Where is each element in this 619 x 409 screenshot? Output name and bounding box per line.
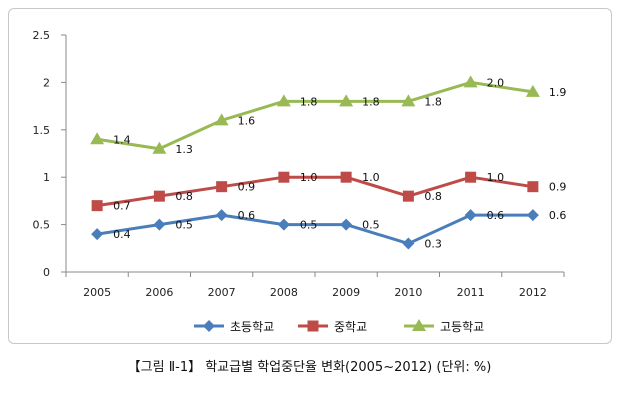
x-tick-label: 2009 — [332, 286, 360, 299]
data-label: 1.0 — [362, 171, 380, 184]
legend-marker — [307, 320, 319, 332]
data-label: 0.5 — [362, 219, 380, 232]
data-point-marker — [339, 94, 354, 107]
data-label: 0.8 — [424, 190, 442, 203]
x-tick-label: 2012 — [519, 286, 547, 299]
data-point-marker — [401, 94, 416, 107]
data-label: 0.6 — [549, 209, 567, 222]
data-point-marker — [340, 218, 353, 231]
data-label: 0.6 — [238, 209, 256, 222]
data-label: 2.0 — [487, 76, 505, 89]
x-tick-label: 2006 — [145, 286, 173, 299]
data-label: 0.4 — [113, 228, 131, 241]
data-label: 1.8 — [362, 95, 380, 108]
data-point-marker — [278, 171, 290, 183]
chart-frame: 0 0.5 1 1.5 2 2.5 2005 2006 2007 2008 2009 2010 2011… — [8, 8, 612, 344]
x-tick-label: 2005 — [83, 286, 111, 299]
data-point-marker — [90, 132, 105, 145]
x-tick-label: 2011 — [457, 286, 485, 299]
x-tick-label: 2010 — [394, 286, 422, 299]
data-label: 0.7 — [113, 200, 131, 213]
data-point-marker — [525, 84, 540, 97]
data-label: 1.3 — [175, 143, 193, 156]
data-label: 1.8 — [300, 95, 318, 108]
line-chart: 0 0.5 1 1.5 2 2.5 2005 2006 2007 2008 2009 2010 2011… — [33, 29, 567, 334]
data-label: 1.4 — [113, 133, 131, 146]
series-line-1 — [96, 213, 533, 246]
data-label: 1.0 — [300, 171, 318, 184]
y-tick-label: 0 — [43, 266, 50, 279]
data-point-marker — [91, 228, 104, 241]
data-point-marker — [153, 190, 165, 202]
y-tick-label: 2.5 — [33, 29, 51, 42]
data-label: 0.9 — [238, 181, 256, 194]
data-point-marker — [526, 209, 539, 222]
data-label: 0.9 — [549, 181, 567, 194]
data-point-marker — [214, 113, 229, 126]
series-line-2 — [96, 175, 534, 208]
data-label: 1.6 — [238, 114, 256, 127]
data-point-marker — [463, 75, 478, 88]
y-tick-label: 0.5 — [33, 219, 51, 232]
legend-label: 중학교 — [334, 320, 367, 334]
series-line-3 — [96, 80, 534, 151]
data-point-marker — [340, 171, 352, 183]
data-point-marker — [464, 209, 477, 222]
legend-label: 고등학교 — [440, 320, 484, 334]
y-tick-label: 1 — [43, 171, 50, 184]
data-point-marker — [277, 218, 290, 231]
data-label: 0.5 — [300, 219, 318, 232]
x-tick-label: 2008 — [270, 286, 298, 299]
data-point-marker — [216, 181, 228, 193]
legend-marker — [203, 320, 215, 332]
data-point-marker — [153, 218, 166, 231]
legend-marker — [412, 319, 426, 331]
data-label: 1.9 — [549, 86, 567, 99]
data-label: 0.6 — [487, 209, 505, 222]
y-tick-label: 2 — [43, 76, 50, 89]
legend-label: 초등학교 — [230, 320, 274, 334]
data-point-marker — [465, 171, 477, 183]
data-point-marker — [91, 200, 103, 212]
data-point-marker — [276, 94, 291, 107]
data-label: 1.8 — [424, 95, 442, 108]
data-point-marker — [215, 209, 228, 222]
data-label: 0.3 — [424, 238, 442, 251]
figure-caption: 【그림 Ⅱ-1】 학교급별 학업중단율 변화(2005~2012) (단위: %… — [127, 360, 492, 375]
data-point-marker — [402, 190, 414, 202]
data-point-marker — [527, 181, 539, 193]
data-label: 0.5 — [175, 219, 193, 232]
x-tick-label: 2007 — [208, 286, 236, 299]
data-label: 1.0 — [487, 171, 505, 184]
data-point-marker — [402, 237, 415, 250]
y-tick-label: 1.5 — [33, 124, 51, 137]
data-label: 0.8 — [175, 190, 193, 203]
data-point-marker — [152, 141, 167, 154]
